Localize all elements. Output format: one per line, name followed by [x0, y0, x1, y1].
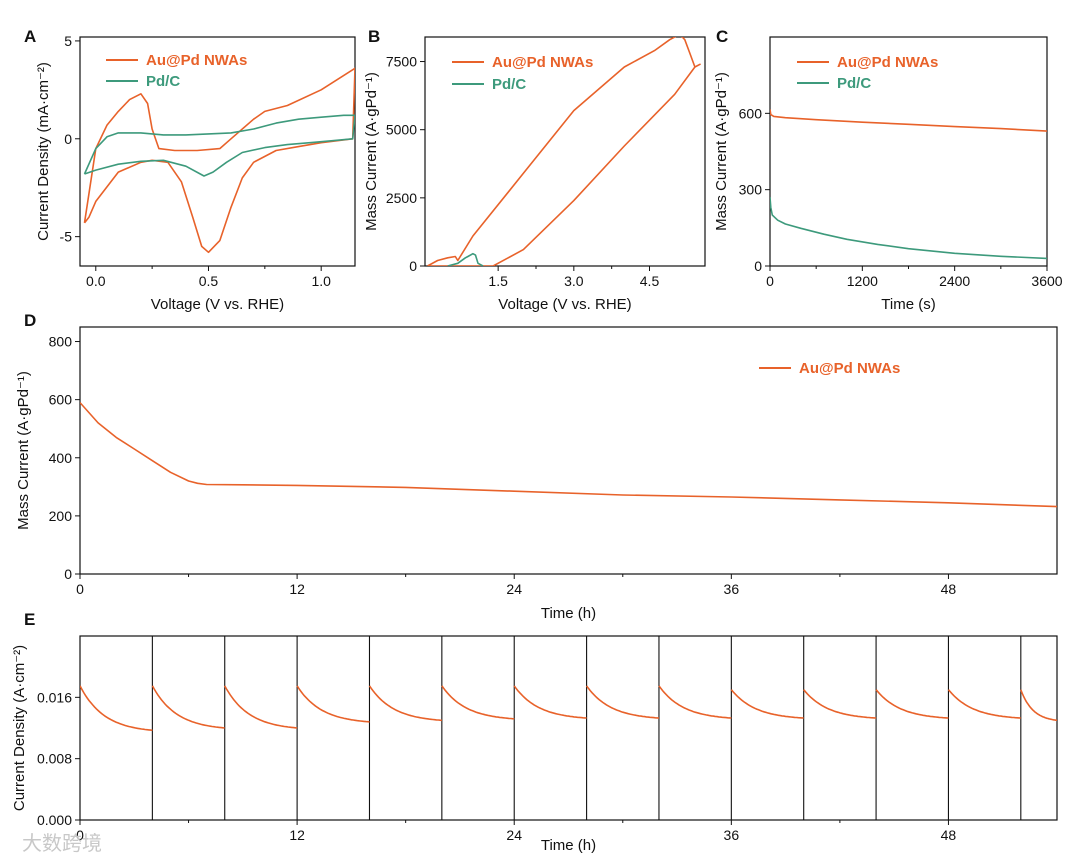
y-tick-label: 5000: [386, 122, 417, 138]
cycle-trace: [803, 689, 877, 719]
legend-label: Au@Pd NWAs: [146, 52, 247, 69]
x-tick-label: 0: [76, 581, 84, 597]
cycle-trace: [80, 685, 153, 732]
panel-label: C: [716, 27, 728, 46]
y-tick-label: 200: [49, 508, 73, 524]
panel-e: E 0 12 24 36 48 0.000 0.008 0.016 Time (h) Current…: [11, 610, 1058, 854]
cycle-trace: [224, 685, 298, 729]
legend-label: Pd/C: [146, 73, 180, 90]
cycle-trace: [658, 685, 732, 719]
series-line-pd-c: [447, 252, 484, 266]
cycle-trace: [947, 689, 1021, 719]
cycle-trace: [875, 689, 949, 719]
x-tick-label: 0: [766, 273, 774, 289]
y-tick-label: 0.000: [37, 812, 72, 828]
y-axis-label: Mass Current (A·gPd⁻¹): [15, 371, 32, 530]
x-tick-label: 2400: [939, 273, 970, 289]
y-axis-label: Mass Current (A·gPd⁻¹): [713, 72, 730, 231]
panel-d: D 0 12 24 36 48 0 200 400 600 800 Time (h) Mass Curr…: [15, 311, 1058, 622]
x-tick-label: 12: [289, 581, 305, 597]
panel-label: E: [24, 610, 35, 629]
cycle-trace: [1020, 689, 1057, 722]
x-tick-label: 48: [941, 827, 957, 843]
y-tick-label: 600: [49, 392, 73, 408]
x-axis-label: Time (h): [541, 605, 596, 622]
series-line-au-pd-nwas: [427, 37, 701, 266]
x-tick-label: 4.5: [640, 273, 660, 289]
plot-frame: [79, 326, 1058, 575]
cycle-trace: [513, 685, 587, 719]
panel-label: B: [368, 27, 380, 46]
series-line-pd-c: [770, 197, 1047, 260]
x-tick-label: 36: [724, 581, 740, 597]
plot-frame: [79, 635, 1058, 821]
plot-frame: [79, 36, 356, 267]
y-tick-label: 0: [64, 131, 72, 147]
legend-label: Au@Pd NWAs: [799, 360, 900, 377]
panel-a: A 0.0 0.5 1.0 -5 0 5 Voltage (V vs. RHE) Current…: [24, 27, 356, 313]
x-tick-label: 3600: [1031, 273, 1062, 289]
panel-c: C 0 1200 2400 3600 0 300 600 Time (s) Mass Curren…: [713, 27, 1063, 313]
panel-label: A: [24, 27, 36, 46]
y-axis-label: Current Density (A·cm⁻²): [11, 645, 28, 811]
y-tick-label: 5: [64, 33, 72, 49]
cycle-trace: [151, 685, 225, 729]
x-tick-label: 0.0: [86, 273, 106, 289]
cycle-trace: [296, 685, 370, 723]
y-tick-label: 0: [754, 258, 762, 274]
cycle-trace: [730, 689, 804, 719]
y-tick-label: 400: [49, 450, 73, 466]
y-axis-label: Current Density (mA·cm⁻²): [35, 62, 52, 241]
cycle-trace: [368, 685, 442, 722]
y-tick-label: 0.008: [37, 751, 72, 767]
panel-b: B 1.5 3.0 4.5 0 2500 5000 7500 Voltage (V vs. RH…: [363, 27, 706, 313]
x-axis-label: Time (h): [541, 837, 596, 854]
x-tick-label: 24: [506, 827, 522, 843]
legend-label: Au@Pd NWAs: [492, 54, 593, 71]
plot-frame: [424, 36, 706, 267]
legend-label: Pd/C: [837, 75, 871, 92]
series-line-au-pd-nwas: [80, 402, 1057, 508]
legend-label: Pd/C: [492, 76, 526, 93]
y-tick-label: 800: [49, 334, 73, 350]
y-tick-label: 0: [64, 566, 72, 582]
x-tick-label: 1.5: [488, 273, 508, 289]
x-tick-label: 24: [506, 581, 522, 597]
series-line-pd-c: [83, 114, 355, 177]
x-tick-label: 0: [76, 827, 84, 843]
x-tick-label: 0.5: [199, 273, 219, 289]
y-tick-label: 7500: [386, 54, 417, 70]
y-tick-label: 300: [739, 182, 763, 198]
cycle-trace: [441, 685, 515, 720]
x-tick-label: 1.0: [311, 273, 331, 289]
y-tick-label: 600: [739, 105, 763, 121]
x-axis-label: Voltage (V vs. RHE): [151, 296, 284, 313]
x-tick-label: 48: [941, 581, 957, 597]
x-tick-label: 3.0: [564, 273, 584, 289]
x-axis-label: Voltage (V vs. RHE): [498, 296, 631, 313]
series-line-au-pd-nwas: [770, 109, 1047, 132]
watermark-text: 大数跨境: [22, 831, 102, 855]
legend-label: Au@Pd NWAs: [837, 54, 938, 71]
panel-label: D: [24, 311, 36, 330]
y-tick-label: 0: [409, 258, 417, 274]
series-line-au-pd-nwas: [83, 67, 355, 254]
y-axis-label: Mass Current (A·gPd⁻¹): [363, 72, 380, 231]
y-tick-label: 2500: [386, 190, 417, 206]
y-tick-label: -5: [60, 229, 73, 245]
x-axis-label: Time (s): [881, 296, 935, 313]
cycle-trace: [585, 685, 660, 719]
x-tick-label: 36: [724, 827, 740, 843]
x-tick-label: 1200: [847, 273, 878, 289]
x-tick-label: 12: [289, 827, 305, 843]
y-tick-label: 0.016: [37, 689, 72, 705]
